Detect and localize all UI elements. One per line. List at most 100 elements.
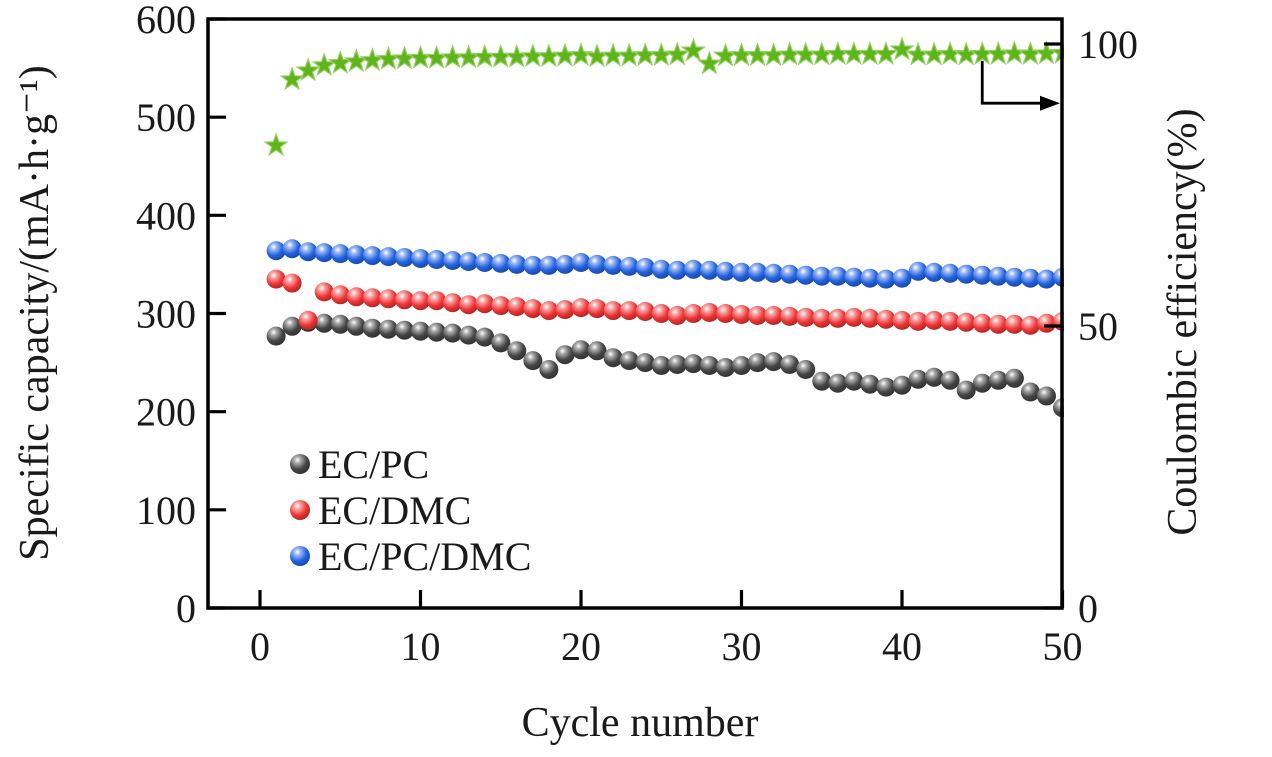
data-point	[844, 371, 864, 391]
data-point	[619, 301, 639, 321]
data-point	[475, 294, 495, 314]
data-point	[699, 260, 719, 280]
data-point	[683, 304, 703, 323]
data-point	[972, 373, 992, 393]
efficiency-axis-arrow-line	[980, 60, 1043, 105]
x-tick-label: 50	[1043, 624, 1083, 669]
data-point	[796, 265, 816, 285]
data-point	[395, 320, 414, 340]
data-point	[555, 345, 575, 365]
y-left-tick-label: 100	[136, 488, 196, 533]
data-point-star	[536, 43, 562, 68]
data-point	[892, 375, 912, 395]
data-point	[764, 306, 784, 325]
data-point	[988, 370, 1008, 390]
data-point	[860, 268, 880, 288]
x-tick-label: 30	[722, 624, 762, 669]
data-point-star	[696, 50, 723, 75]
legend-marker	[290, 500, 310, 520]
data-point	[1020, 315, 1040, 335]
data-point-star	[423, 44, 450, 69]
data-point	[924, 367, 944, 387]
data-point	[491, 296, 511, 316]
data-point	[459, 325, 479, 345]
data-point	[266, 326, 286, 346]
data-point	[491, 253, 511, 273]
data-point	[780, 264, 800, 284]
data-point	[732, 305, 751, 324]
x-tick-label: 0	[250, 624, 270, 669]
data-point	[603, 301, 623, 321]
y-right-tick-label: 0	[1078, 586, 1098, 631]
axes-frame-layer	[206, 17, 1065, 610]
data-point	[330, 244, 350, 264]
legend-marker	[290, 546, 310, 566]
data-point-star	[263, 132, 289, 157]
data-point	[587, 254, 607, 274]
data-point	[346, 245, 366, 265]
data-point	[635, 302, 655, 321]
data-point-star	[552, 42, 578, 67]
data-point	[411, 249, 430, 268]
data-point	[908, 369, 928, 389]
data-point	[844, 307, 864, 327]
data-point	[940, 370, 960, 390]
data-point	[876, 269, 896, 289]
data-point	[1037, 313, 1056, 333]
data-point	[972, 313, 992, 333]
data-point	[571, 298, 591, 318]
data-point	[812, 371, 832, 391]
data-point-star	[1017, 40, 1044, 65]
data-point	[266, 241, 286, 261]
data-point	[1020, 268, 1040, 288]
data-point-star	[391, 45, 418, 70]
data-point	[587, 299, 607, 319]
data-point	[507, 341, 527, 361]
data-point	[716, 304, 735, 323]
data-point-star	[455, 44, 482, 69]
data-point	[683, 259, 703, 279]
data-point	[796, 360, 816, 379]
data-point	[282, 239, 302, 259]
legend-item: EC/PC/DMC	[290, 534, 531, 579]
x-axis-title: Cycle number	[522, 700, 759, 746]
data-point	[362, 288, 382, 308]
data-point	[443, 293, 463, 313]
data-point	[523, 255, 543, 275]
legend-item: EC/PC	[290, 442, 429, 487]
data-point	[266, 269, 286, 289]
data-point-star	[359, 47, 386, 72]
data-point	[651, 356, 671, 375]
data-point	[940, 311, 960, 331]
data-point-star	[568, 41, 594, 67]
x-tick-label: 10	[401, 624, 441, 669]
data-point	[603, 348, 623, 368]
data-point	[282, 316, 302, 336]
data-point	[362, 318, 382, 338]
data-point	[314, 243, 334, 263]
data-point	[764, 263, 784, 283]
data-point	[748, 262, 767, 282]
data-point-star	[809, 41, 835, 66]
data-point	[828, 308, 848, 328]
data-point	[956, 312, 976, 332]
data-point	[395, 248, 414, 267]
legend-label: EC/PC/DMC	[318, 534, 531, 579]
data-point	[748, 306, 767, 325]
data-point	[427, 250, 447, 269]
data-point	[780, 306, 800, 326]
series-coulombic-efficiency	[263, 36, 1064, 157]
data-point	[555, 254, 575, 274]
data-point	[523, 351, 543, 371]
data-point	[748, 353, 767, 373]
data-point	[411, 291, 430, 311]
data-point	[378, 247, 398, 267]
data-point	[732, 356, 751, 375]
data-point	[507, 297, 527, 317]
data-point	[1004, 314, 1024, 334]
data-point	[378, 289, 398, 309]
data-series-layer	[263, 36, 1064, 418]
data-point	[716, 261, 735, 281]
data-point	[555, 300, 575, 320]
